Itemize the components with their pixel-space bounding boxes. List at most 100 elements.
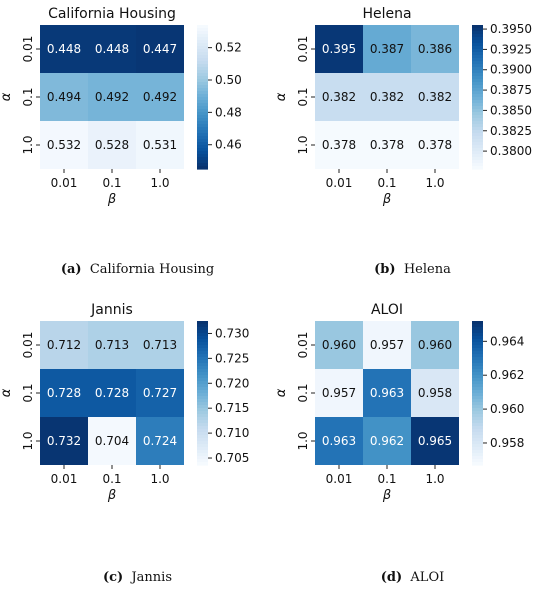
colorbar-tick-label: 0.46 — [215, 138, 242, 152]
y-axis-label: α — [0, 388, 14, 397]
heatmap-cell — [363, 369, 411, 417]
colorbar-segment — [197, 411, 208, 415]
colorbar-segment — [472, 166, 483, 170]
colorbar-segment — [472, 369, 483, 373]
chart-title: Jannis — [90, 302, 133, 318]
colorbar-segment — [472, 354, 483, 358]
colorbar-segment — [197, 399, 208, 403]
colorbar-segment — [197, 163, 208, 167]
colorbar-segment — [472, 55, 483, 59]
colorbar-segment — [197, 31, 208, 35]
x-tick-label: 0.1 — [377, 472, 396, 486]
caption-text: California Housing — [89, 262, 215, 277]
cell-label: 0.713 — [143, 338, 177, 352]
colorbar-segment — [197, 438, 208, 442]
colorbar-segment — [472, 435, 483, 439]
colorbar-segment — [472, 145, 483, 149]
colorbar-segment — [197, 321, 208, 325]
x-tick-label: 0.01 — [326, 176, 353, 190]
y-tick-label: 0.01 — [296, 332, 310, 359]
colorbar-segment — [472, 339, 483, 343]
cell-label: 0.957 — [370, 338, 404, 352]
colorbar-segment — [197, 414, 208, 418]
colorbar-segment — [472, 43, 483, 47]
colorbar-segment — [197, 133, 208, 137]
colorbar-segment — [472, 426, 483, 430]
heatmap-cell — [88, 417, 136, 465]
heatmap-cell — [40, 73, 88, 121]
y-tick-label: 0.01 — [296, 36, 310, 63]
colorbar-segment — [197, 447, 208, 451]
x-tick-label: 0.01 — [51, 176, 78, 190]
colorbar-segment — [197, 360, 208, 364]
heatmap-cell — [40, 121, 88, 169]
heatmap-cell — [411, 73, 459, 121]
cell-label: 0.447 — [143, 42, 177, 56]
heatmap-cell — [411, 25, 459, 73]
heatmap-cell — [40, 321, 88, 369]
caption-helena: (b) Helena — [275, 262, 550, 277]
colorbar-segment — [472, 52, 483, 56]
cell-label: 0.713 — [95, 338, 129, 352]
cell-label: 0.382 — [322, 90, 356, 104]
colorbar-segment — [197, 64, 208, 68]
cell-label: 0.712 — [47, 338, 81, 352]
colorbar-segment — [472, 387, 483, 391]
heatmap-california-housing: California Housing 0.448 0.448 0.447 0.494 0.… — [0, 6, 242, 207]
colorbar-segment — [197, 130, 208, 134]
colorbar-segment — [197, 115, 208, 119]
colorbar-segment — [472, 444, 483, 448]
colorbar-segment — [197, 157, 208, 161]
caption-letter: (b) — [374, 262, 396, 277]
caption-california-housing: (a) California Housing — [0, 262, 275, 277]
colorbar-segment — [197, 73, 208, 77]
colorbar-tick-label: 0.964 — [490, 334, 524, 348]
colorbar-segment — [472, 103, 483, 107]
colorbar-segment — [472, 142, 483, 146]
panel-california-housing: California Housing 0.448 0.448 0.447 0.494 0.… — [0, 0, 275, 296]
colorbar-tick-label: 0.48 — [215, 105, 242, 119]
colorbar-segment — [197, 124, 208, 128]
colorbar-segment — [197, 151, 208, 155]
colorbar-segment — [197, 384, 208, 388]
heatmap-cell — [411, 121, 459, 169]
colorbar-tick-label: 0.705 — [215, 451, 249, 465]
colorbar-segment — [197, 37, 208, 41]
colorbar-segment — [472, 402, 483, 406]
x-tick-label: 0.1 — [102, 176, 121, 190]
heatmap-cell — [136, 25, 184, 73]
caption-text: Jannis — [131, 570, 173, 585]
panel-aloi: ALOI 0.960 0.957 0.960 0.957 0.963 0.958 0.963 0… — [275, 296, 550, 592]
colorbar-segment — [472, 366, 483, 370]
colorbar-segment — [197, 390, 208, 394]
colorbar-segment — [197, 441, 208, 445]
x-tick-label: 0.01 — [326, 472, 353, 486]
colorbar-segment — [472, 130, 483, 134]
colorbar-segment — [472, 336, 483, 340]
colorbar-segment — [197, 393, 208, 397]
colorbar-segment — [472, 100, 483, 104]
colorbar-segment — [197, 55, 208, 59]
colorbar-segment — [472, 423, 483, 427]
caption-text: ALOI — [410, 570, 445, 585]
heatmap-cell — [88, 25, 136, 73]
colorbar-segment — [197, 34, 208, 38]
cell-label: 0.957 — [322, 386, 356, 400]
colorbar-segment — [472, 390, 483, 394]
chart-title: ALOI — [371, 302, 403, 318]
colorbar-segment — [472, 94, 483, 98]
cell-label: 0.531 — [143, 138, 177, 152]
colorbar-segment — [472, 384, 483, 388]
colorbar-segment — [472, 324, 483, 328]
cell-label: 0.965 — [418, 434, 452, 448]
heatmap-cell — [411, 369, 459, 417]
colorbar-segment — [472, 154, 483, 158]
colorbar-segment — [197, 58, 208, 62]
colorbar-tick-label: 0.730 — [215, 326, 249, 340]
colorbar-segment — [472, 61, 483, 65]
colorbar-segment — [197, 345, 208, 349]
heatmap-aloi: ALOI 0.960 0.957 0.960 0.957 0.963 0.958 0.963 0… — [275, 302, 524, 503]
colorbar-segment — [197, 121, 208, 125]
colorbar-segment — [472, 411, 483, 415]
colorbar-segment — [197, 330, 208, 334]
